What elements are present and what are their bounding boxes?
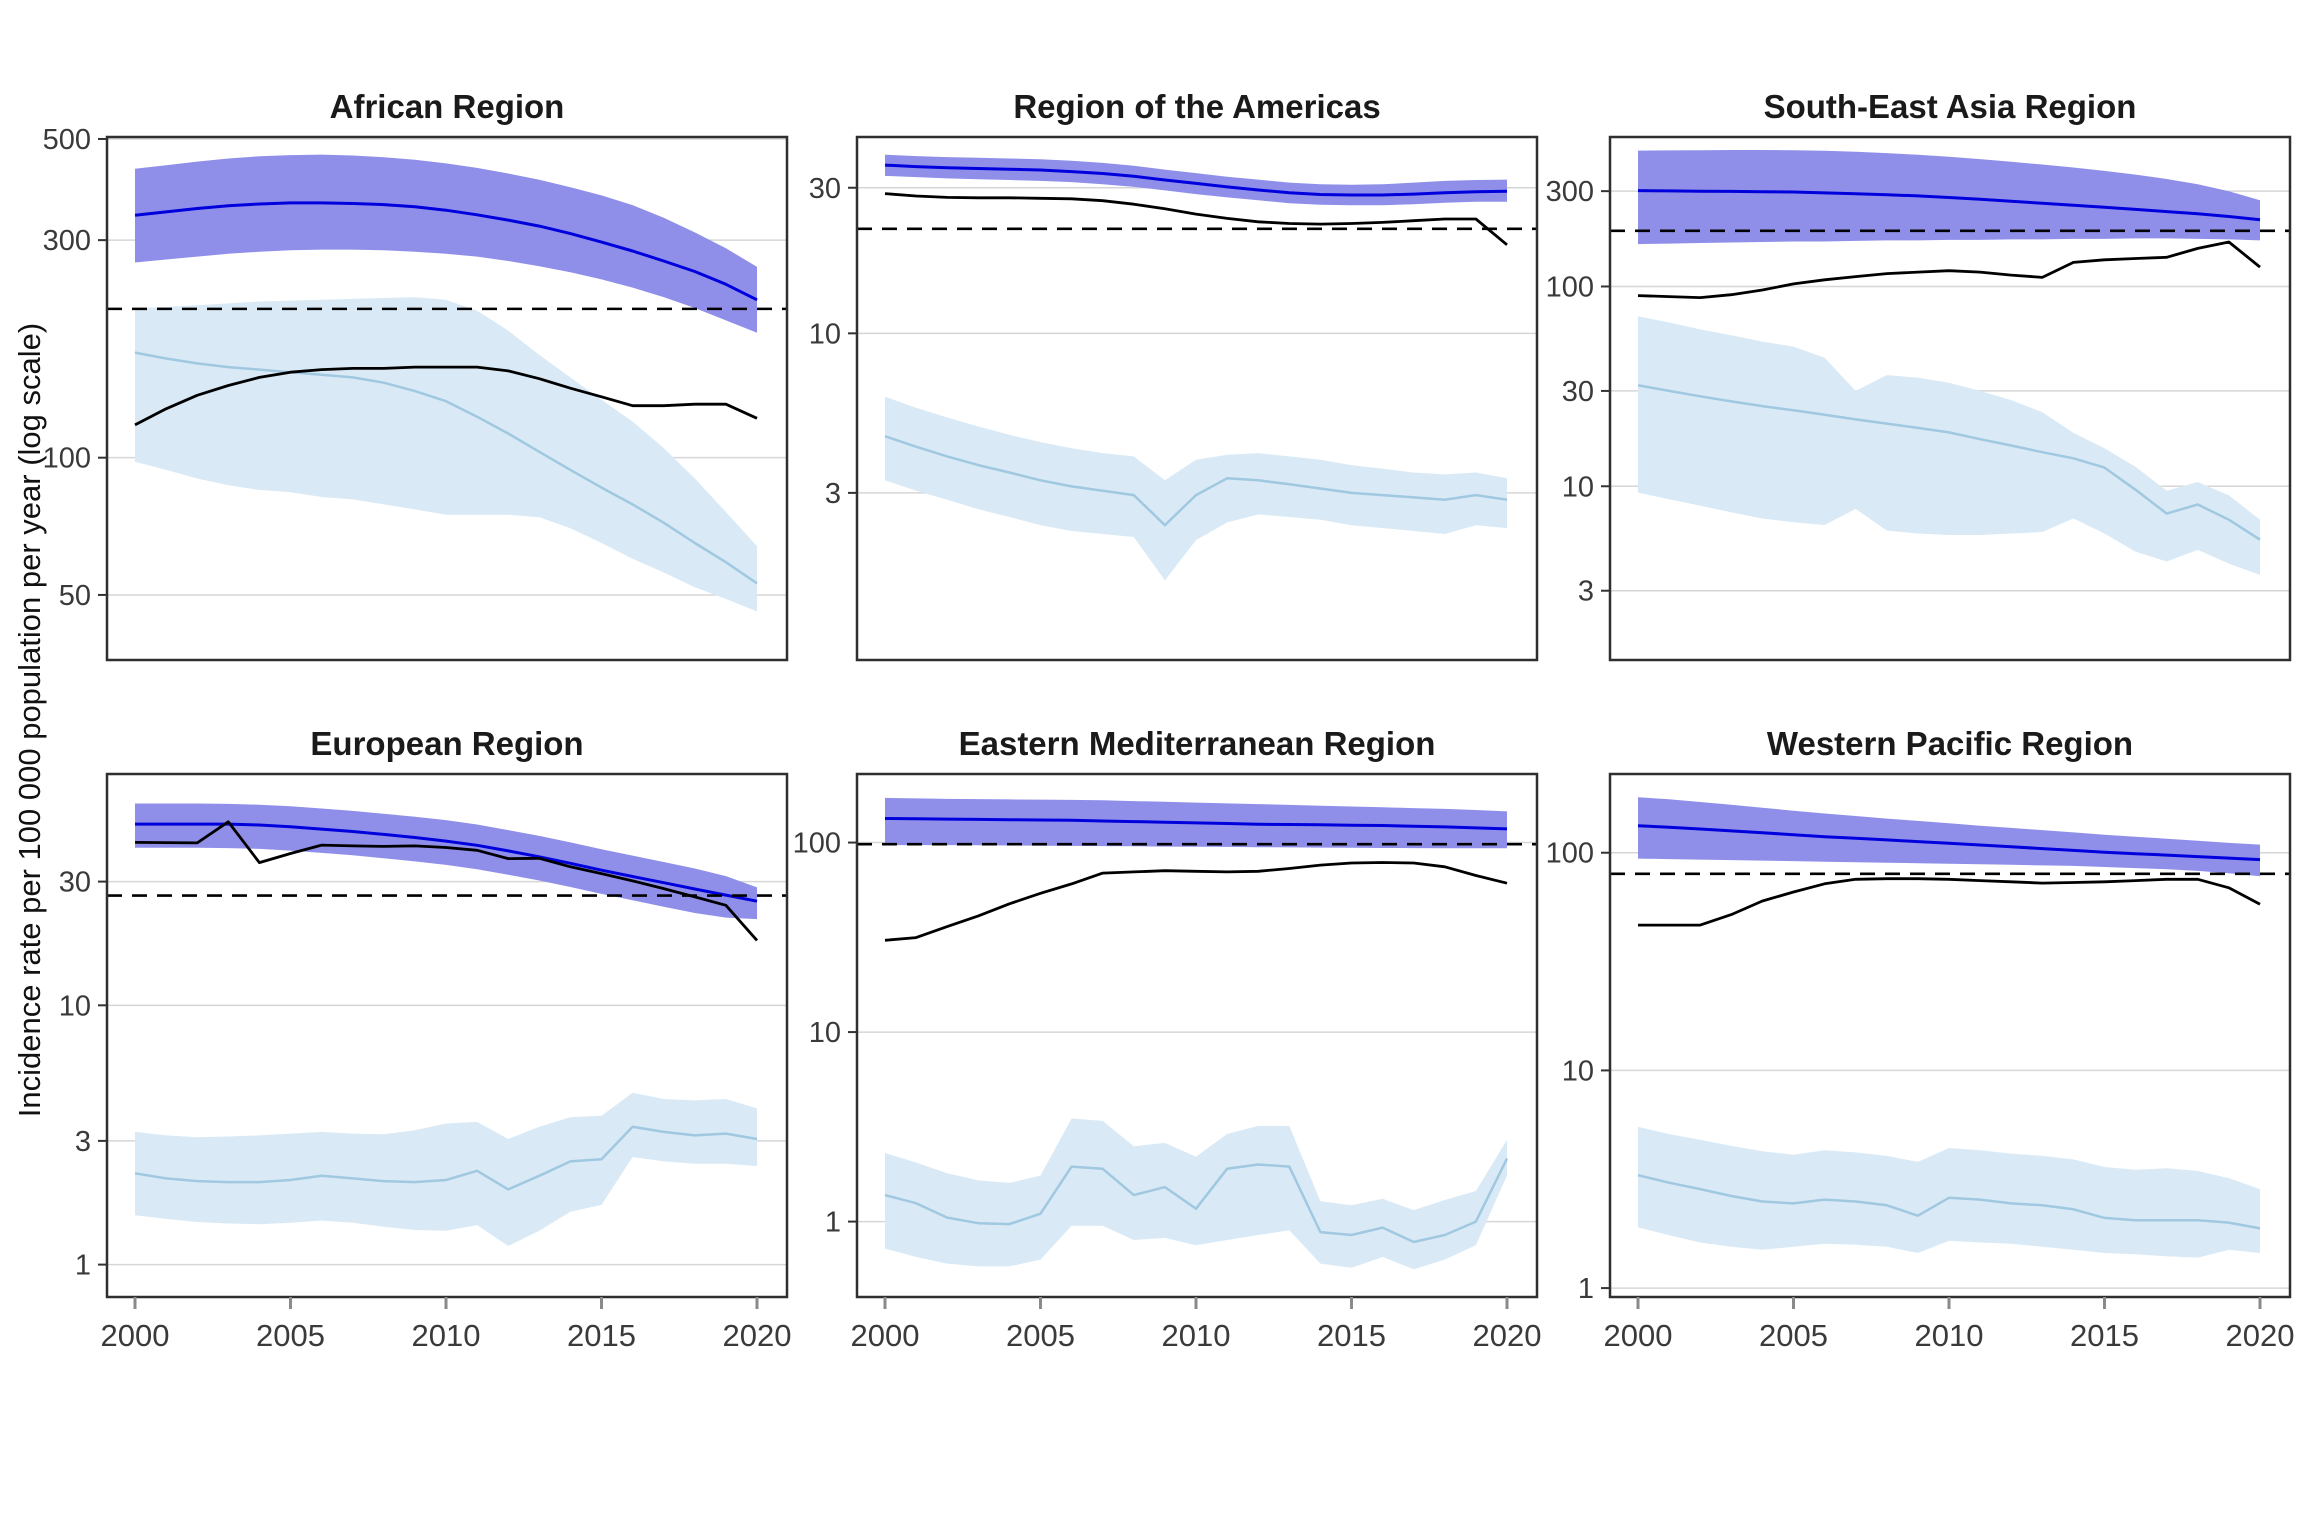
x-tick-label: 2015 xyxy=(2070,1318,2139,1353)
x-tick-label: 2000 xyxy=(101,1318,170,1353)
x-tick-label: 2010 xyxy=(1162,1318,1231,1353)
panel-title-african-region: African Region xyxy=(329,88,565,125)
secondary-uncertainty-ribbon xyxy=(885,1118,1507,1270)
x-tick-label: 2015 xyxy=(567,1318,636,1353)
estimate-uncertainty-ribbon xyxy=(135,154,757,333)
y-tick-label: 1 xyxy=(75,1250,91,1282)
y-tick-label: 100 xyxy=(1546,271,1594,303)
x-tick-label: 2015 xyxy=(1317,1318,1386,1353)
black-notification-line xyxy=(134,820,759,942)
y-tick-label: 1 xyxy=(825,1207,841,1239)
y-tick-label: 100 xyxy=(43,443,91,475)
lightblue-line xyxy=(884,435,1508,527)
x-tick-label: 2010 xyxy=(412,1318,481,1353)
y-tick-label: 500 xyxy=(43,124,91,156)
panel-title-eastern-mediterranean: Eastern Mediterranean Region xyxy=(958,725,1436,762)
estimate-uncertainty-ribbon xyxy=(885,154,1507,206)
y-tick-label: 10 xyxy=(59,990,91,1022)
y-axis-title: Incidence rate per 100 000 population pe… xyxy=(12,322,47,1118)
blue-estimate-line xyxy=(134,201,758,302)
y-tick-label: 10 xyxy=(809,318,841,350)
x-tick-label: 2020 xyxy=(1473,1318,1542,1353)
blue-estimate-line xyxy=(1637,824,2261,862)
panel-title-european-region: European Region xyxy=(310,725,584,762)
y-tick-label: 3 xyxy=(75,1126,91,1158)
black-notification-line xyxy=(1638,877,2261,927)
lightblue-line xyxy=(1637,1173,2261,1230)
x-tick-label: 2005 xyxy=(1759,1318,1828,1353)
y-tick-label: 50 xyxy=(59,580,91,612)
secondary-uncertainty-ribbon xyxy=(1638,1126,2260,1258)
panel-frame xyxy=(1608,135,2292,662)
panel-title-western-pacific: Western Pacific Region xyxy=(1766,725,2134,762)
secondary-uncertainty-ribbon xyxy=(885,396,1507,581)
secondary-uncertainty-ribbon xyxy=(1638,316,2260,575)
black-notification-line xyxy=(1637,240,2261,300)
blue-estimate-line xyxy=(884,817,1508,831)
blue-estimate-line xyxy=(135,822,758,903)
lightblue-line xyxy=(1637,384,2261,541)
black-notification-line xyxy=(884,192,1508,246)
y-tick-label: 30 xyxy=(59,867,91,899)
y-tick-label: 100 xyxy=(793,828,841,860)
y-tick-label: 300 xyxy=(1546,176,1594,208)
x-tick-label: 2010 xyxy=(1915,1318,1984,1353)
y-tick-label: 10 xyxy=(1562,471,1594,503)
panel-title-americas-region: Region of the Americas xyxy=(1013,88,1381,125)
panel-frame xyxy=(105,135,789,662)
y-tick-label: 30 xyxy=(809,173,841,205)
y-tick-label: 3 xyxy=(825,478,841,510)
x-tick-label: 2000 xyxy=(1604,1318,1673,1353)
lightblue-line xyxy=(884,1158,1509,1244)
x-tick-label: 2020 xyxy=(723,1318,792,1353)
blue-estimate-line xyxy=(884,163,1508,197)
secondary-uncertainty-ribbon xyxy=(135,297,757,612)
lightblue-line xyxy=(134,1125,758,1191)
panel-frame xyxy=(855,135,1539,662)
estimate-uncertainty-ribbon xyxy=(135,803,757,920)
black-notification-line xyxy=(884,861,1508,942)
x-tick-label: 2005 xyxy=(1006,1318,1075,1353)
panel-title-south-east-asia: South-East Asia Region xyxy=(1763,88,2137,125)
estimate-uncertainty-ribbon xyxy=(1638,797,2260,877)
lightblue-line xyxy=(134,351,758,585)
black-notification-line xyxy=(134,365,758,427)
x-tick-label: 2000 xyxy=(851,1318,920,1353)
y-tick-label: 30 xyxy=(1562,376,1594,408)
blue-estimate-line xyxy=(1637,189,2261,222)
y-tick-label: 10 xyxy=(1562,1055,1594,1087)
y-tick-label: 10 xyxy=(809,1017,841,1049)
y-tick-label: 1 xyxy=(1578,1273,1594,1305)
y-tick-label: 3 xyxy=(1578,576,1594,608)
secondary-uncertainty-ribbon xyxy=(135,1092,757,1246)
x-tick-label: 2020 xyxy=(2226,1318,2295,1353)
x-tick-label: 2005 xyxy=(256,1318,325,1353)
y-tick-label: 100 xyxy=(1546,838,1594,870)
y-tick-label: 300 xyxy=(43,225,91,257)
